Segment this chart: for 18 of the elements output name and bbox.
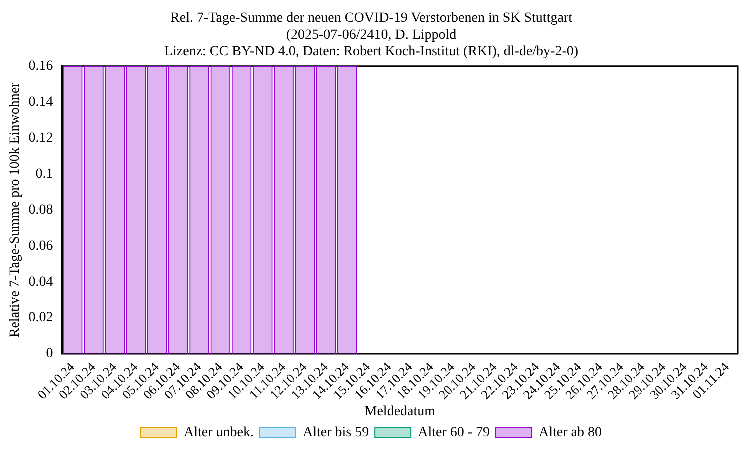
text: Lizenz: CC BY-ND 4.0, Daten: Robert Koch-Institut (RKI), dl-de/by-2-0) xyxy=(164,44,579,60)
legend-label: Alter bis 59 xyxy=(302,426,370,441)
legend-label: Alter ab 80 xyxy=(539,426,602,441)
y-tick-label: 0.04 xyxy=(28,274,54,290)
y-axis-title: Relative 7-Tage-Summe pro 100k Einwohner xyxy=(8,82,24,338)
text: (2025-07-06/2410, D. Lippold xyxy=(286,28,457,43)
y-tick-label: 0.1 xyxy=(36,166,54,182)
y-tick-label: 0 xyxy=(46,346,54,362)
legend-label: Alter unbek. xyxy=(184,426,254,441)
y-tick-label: 0.08 xyxy=(28,202,54,218)
y-tick-label: 0.14 xyxy=(28,95,54,110)
text: Rel. 7-Tage-Summe der neuen COVID-19 Verstorbenen in SK Stuttgart xyxy=(170,11,572,26)
y-tick-label: 0.16 xyxy=(28,59,54,74)
y-tick-label: 0.12 xyxy=(28,130,54,146)
y-tick-label: 0.06 xyxy=(28,238,54,254)
legend-label: Alter 60 - 79 xyxy=(418,426,490,441)
y-tick-label: 0.02 xyxy=(28,310,54,326)
x-axis-title: Meldedatum xyxy=(364,404,436,420)
